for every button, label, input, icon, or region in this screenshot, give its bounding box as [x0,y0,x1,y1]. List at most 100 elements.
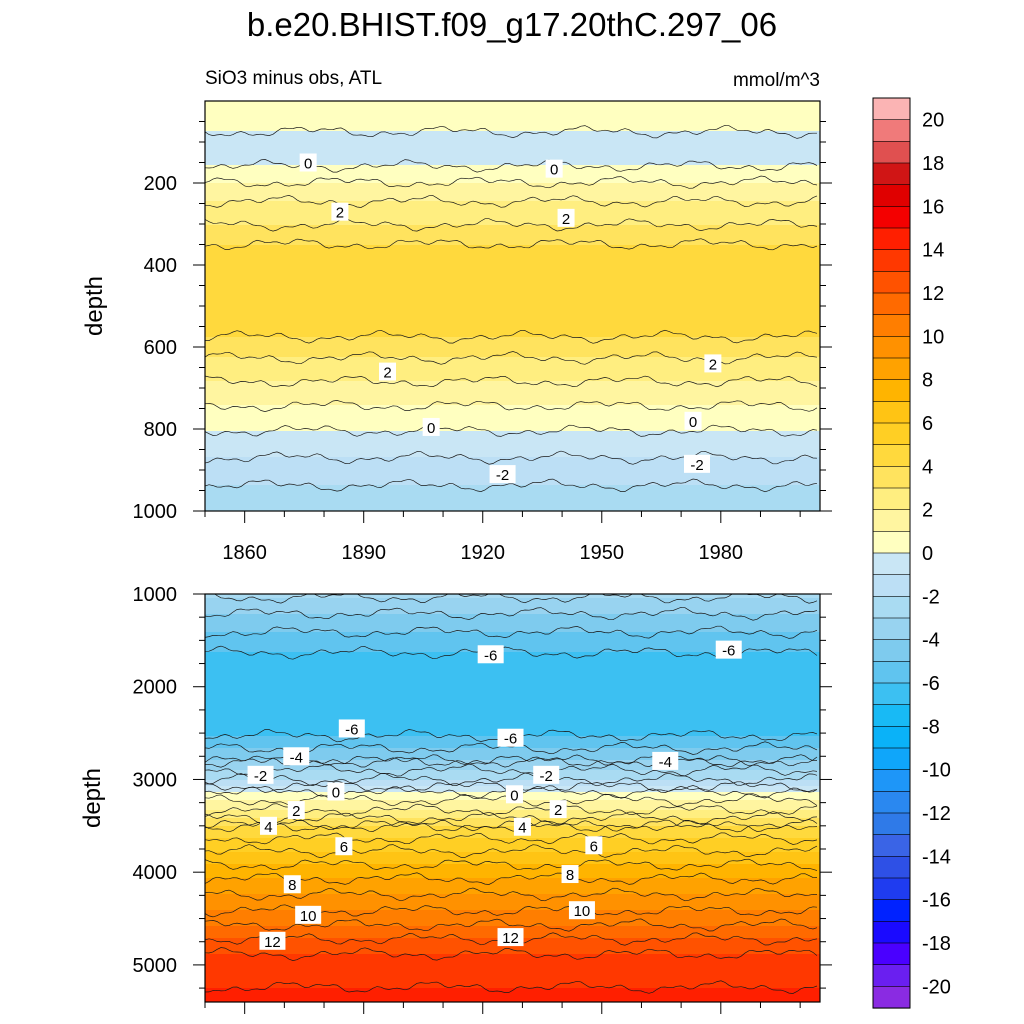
contour-line [205,175,818,189]
value-band [205,117,820,120]
value-band [205,413,820,416]
value-band [205,924,820,927]
value-band [205,636,820,639]
value-band [205,261,820,264]
value-band [205,285,820,288]
value-band [205,237,820,240]
value-band [205,245,820,248]
value-band [205,185,820,188]
value-band [205,223,820,226]
value-band [205,700,820,703]
contour-label: 2 [709,356,717,373]
value-band [205,209,820,212]
contour-line [205,478,818,493]
colorbar-tick-label: -14 [922,846,951,868]
value-band [205,325,820,328]
contour-line [205,811,818,825]
value-band [205,832,820,835]
value-band [205,133,820,136]
value-band [205,772,820,775]
value-band [205,463,820,466]
value-band [205,858,820,861]
value-band [205,994,820,997]
colorbar-swatch [872,466,911,489]
value-band [205,143,820,146]
value-band [205,986,820,989]
value-band [205,594,820,597]
value-band [205,852,820,855]
value-band [205,686,820,689]
contour-label: 12 [264,934,281,951]
value-band [205,161,820,164]
value-band [205,978,820,981]
value-band [205,123,820,126]
value-band [205,183,820,186]
value-band [205,910,820,913]
colorbar-tick-label: 16 [922,196,944,218]
lower-panel: 1000 2000 3000 4000 5000 -6 -6 -6 -6 -4 -4 -2 -2 0 0 2… [79,584,832,1014]
colorbar-swatch [872,444,911,467]
value-band [205,359,820,362]
upper-contour-labels: 0 0 2 2 2 2 0 0 -2 -2 [299,153,722,484]
value-band [205,806,820,809]
value-band [205,299,820,302]
x-tick-label: 1890 [341,542,386,564]
value-band [205,996,820,999]
contour-line [205,819,818,833]
value-band [205,890,820,893]
value-band [205,692,820,695]
contour-label: 12 [502,930,519,947]
contour-label-box [557,208,575,227]
colorbar-swatch [872,986,911,1009]
value-band [205,720,820,723]
value-band [205,644,820,647]
value-band [205,660,820,663]
value-band [205,437,820,440]
left-subtitle: SiO3 minus obs, ATL [205,68,382,89]
value-band [205,824,820,827]
contour-label-box [327,782,345,801]
value-band [205,127,820,130]
value-band [205,305,820,308]
value-band [205,313,820,316]
value-band [205,972,820,975]
value-band [205,229,820,232]
contour-label-box [545,159,563,178]
value-band [205,195,820,198]
contour-label-box [497,928,524,947]
value-band [205,628,820,631]
value-band [205,804,820,807]
contour-label: 8 [288,877,296,894]
value-band [205,678,820,681]
value-band [205,706,820,709]
value-band [205,217,820,220]
colorbar-swatch [872,336,911,359]
value-band [205,992,820,995]
value-band [205,369,820,372]
value-band [205,157,820,160]
value-band [205,361,820,364]
value-band [205,289,820,292]
value-band [205,712,820,715]
value-band [205,716,820,719]
y-tick-label: 3000 [133,769,178,791]
colorbar-tick-label: -18 [922,933,951,955]
value-band [205,255,820,258]
value-band [205,149,820,152]
colorbar-tick-label: -6 [922,673,940,695]
value-band [205,219,820,222]
value-band [205,483,820,486]
value-band [205,810,820,813]
value-band [205,620,820,623]
contour-label-box [295,905,322,924]
contour-label-box [585,836,603,855]
value-band [205,423,820,426]
contour-label: -6 [722,643,735,660]
value-band [205,375,820,378]
colorbar-swatch [872,509,911,532]
value-band [205,666,820,669]
